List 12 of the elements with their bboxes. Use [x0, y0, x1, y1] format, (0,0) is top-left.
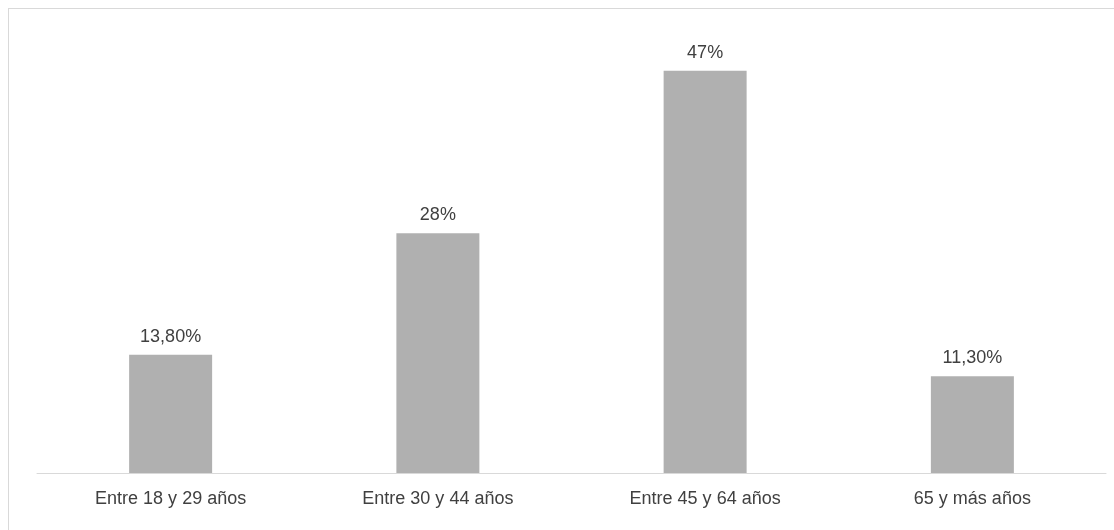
bar [129, 354, 213, 473]
x-tick-label: Entre 18 y 29 años [95, 488, 247, 508]
data-label: 28% [419, 204, 456, 225]
x-tick-label: Entre 45 y 64 años [629, 488, 781, 508]
bar [663, 70, 747, 473]
data-label: 13,80% [140, 325, 202, 346]
data-label: 11,30% [942, 347, 1003, 368]
x-tick-label: Entre 30 y 44 años [362, 488, 514, 508]
bar [396, 233, 480, 473]
data-label: 47% [687, 41, 724, 62]
x-tick-label: 65 y más años [913, 488, 1031, 508]
bar [930, 376, 1014, 473]
